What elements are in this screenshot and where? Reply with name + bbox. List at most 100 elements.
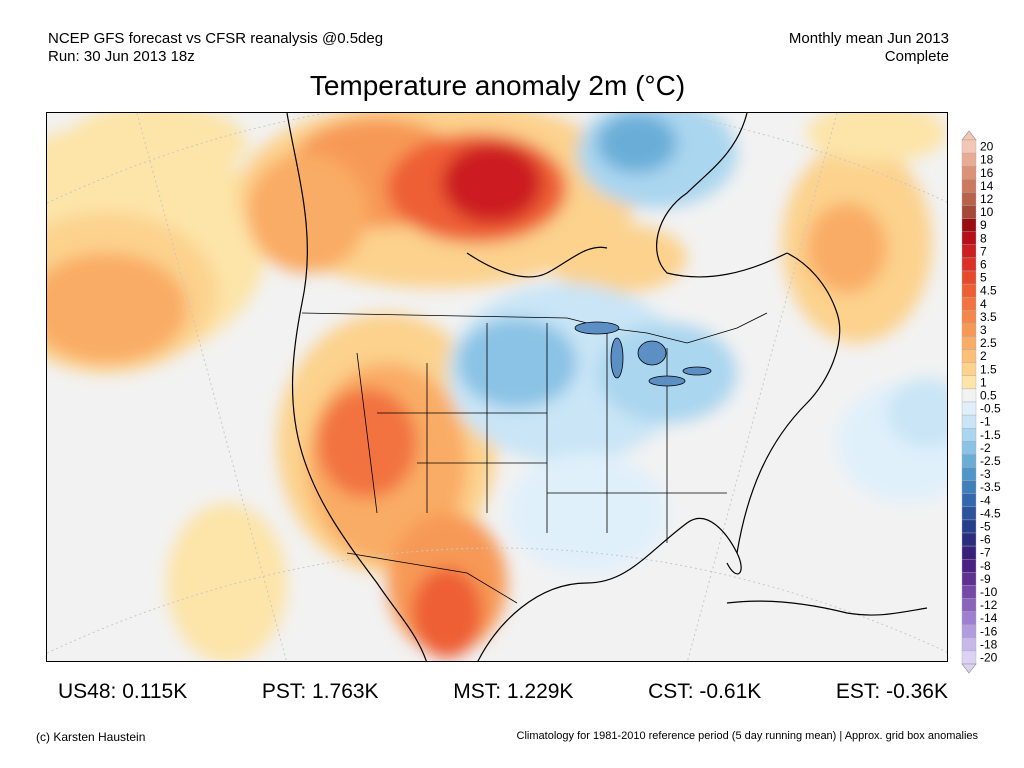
legend-label: 5 [980, 271, 987, 285]
legend-swatch [961, 139, 977, 154]
legend-label: 12 [980, 192, 994, 206]
legend-label: 4.5 [980, 284, 997, 298]
legend-swatch [961, 637, 977, 652]
legend-label: 3.5 [980, 310, 997, 324]
legend-swatch [961, 598, 977, 612]
graticule [47, 113, 947, 661]
legend-swatch [961, 611, 977, 625]
legend-swatch [961, 205, 977, 219]
legend-label: 14 [980, 179, 994, 193]
footer-credit: (c) Karsten Haustein [36, 730, 146, 744]
legend-label: 18 [980, 153, 994, 167]
stat-pst: PST: 1.763K [261, 680, 379, 703]
legend-swatch [961, 572, 977, 586]
header-left: NCEP GFS forecast vs CFSR reanalysis @0.… [48, 30, 383, 66]
region-stats: US48: 0.115K PST: 1.763K MST: 1.229K CST… [58, 680, 948, 704]
legend-swatch [961, 585, 977, 599]
stat-us48: US48: 0.115K [58, 680, 188, 703]
legend-label: -10 [980, 585, 998, 599]
borders [301, 312, 768, 604]
legend-swatch [961, 310, 977, 324]
legend-swatch [961, 388, 977, 403]
legend-label: 2.5 [980, 336, 997, 350]
legend-swatch [961, 349, 977, 363]
legend-swatch [961, 428, 977, 442]
legend-label: -1.5 [980, 428, 1001, 442]
legend-swatch [961, 244, 977, 259]
legend-swatch [961, 493, 977, 508]
legend-arrow-bottom [961, 663, 977, 674]
legend-label: 9 [980, 218, 987, 232]
legend-swatch [961, 401, 977, 416]
stat-est: EST: -0.36K [835, 680, 948, 703]
legend-label: 10 [980, 205, 994, 219]
legend-label: -16 [980, 624, 998, 638]
legend-label: -2.5 [980, 454, 1001, 468]
legend-label: 4 [980, 297, 987, 311]
legend-swatch [961, 650, 977, 665]
legend-swatch [961, 506, 977, 521]
legend-swatch [961, 480, 977, 494]
header-status-text: Complete [884, 48, 949, 65]
legend-swatch [961, 545, 977, 560]
legend-swatch [961, 467, 977, 481]
stat-mst: MST: 1.229K [453, 680, 574, 703]
legend-arrow-top [961, 130, 977, 141]
legend-label: 16 [980, 166, 994, 180]
legend-label: -14 [980, 611, 998, 625]
legend-label: -0.5 [980, 402, 1001, 416]
legend-label: -9 [980, 572, 991, 586]
legend-swatch [961, 152, 977, 167]
legend-label: -8 [980, 559, 991, 573]
legend-swatch [961, 296, 977, 311]
legend-swatch [961, 179, 977, 193]
legend-swatch [961, 257, 977, 272]
legend-label: 7 [980, 244, 987, 258]
legend-swatch [961, 192, 977, 206]
legend-label: 1 [980, 375, 987, 389]
color-legend-svg: 201816141210987654.543.532.521.510.5-0.5… [961, 130, 1001, 674]
legend-swatch [961, 559, 977, 573]
legend-swatch [961, 519, 977, 534]
legend-swatch [961, 362, 977, 376]
legend-label: -6 [980, 533, 991, 547]
coastlines [286, 113, 928, 661]
anomaly-map [46, 112, 948, 662]
legend-swatch [961, 375, 977, 390]
header-period-text: Monthly mean Jun 2013 [788, 30, 949, 47]
legend-swatch [961, 270, 977, 285]
legend-swatch [961, 283, 977, 298]
legend-swatch [961, 532, 977, 547]
legend-label: -3 [980, 467, 991, 481]
legend-label: 0.5 [980, 388, 997, 402]
anomaly-map-svg [47, 113, 947, 661]
legend-label: 1.5 [980, 362, 997, 376]
header-model-text: NCEP GFS forecast vs CFSR reanalysis @0.… [48, 30, 384, 47]
legend-label: -4.5 [980, 506, 1001, 520]
legend-label: 2 [980, 349, 987, 363]
legend-label: -4 [980, 493, 991, 507]
color-legend: 20 18 16 14 12 10 9 8 7 6 5 4.5 4 3.5 3 2.5 2 1.5 1 0.5 -0.5… [958, 130, 1024, 674]
legend-label: -3.5 [980, 480, 1001, 494]
legend-label: -5 [980, 519, 991, 533]
legend-label: 20 [980, 140, 994, 154]
legend-swatch [961, 231, 977, 245]
legend-swatch [961, 624, 977, 639]
map-title: Temperature anomaly 2m (°C) [309, 70, 686, 101]
legend-label: -7 [980, 546, 991, 560]
legend-label: -18 [980, 637, 998, 651]
legend-swatch [961, 414, 977, 429]
header-right: Monthly mean Jun 2013 Complete [789, 30, 949, 66]
legend-label: -12 [980, 598, 998, 612]
header-run-text: Run: 30 Jun 2013 18z [48, 48, 195, 65]
legend-swatch [961, 166, 977, 180]
legend-swatch [961, 454, 977, 468]
legend-swatch [961, 323, 977, 337]
legend-label: 3 [980, 323, 987, 337]
stat-cst: CST: -0.61K [648, 680, 762, 703]
legend-label: -1 [980, 415, 991, 429]
legend-label: 8 [980, 231, 987, 245]
legend-swatch [961, 336, 977, 350]
legend-label: -2 [980, 441, 991, 455]
great-lakes [574, 321, 712, 387]
